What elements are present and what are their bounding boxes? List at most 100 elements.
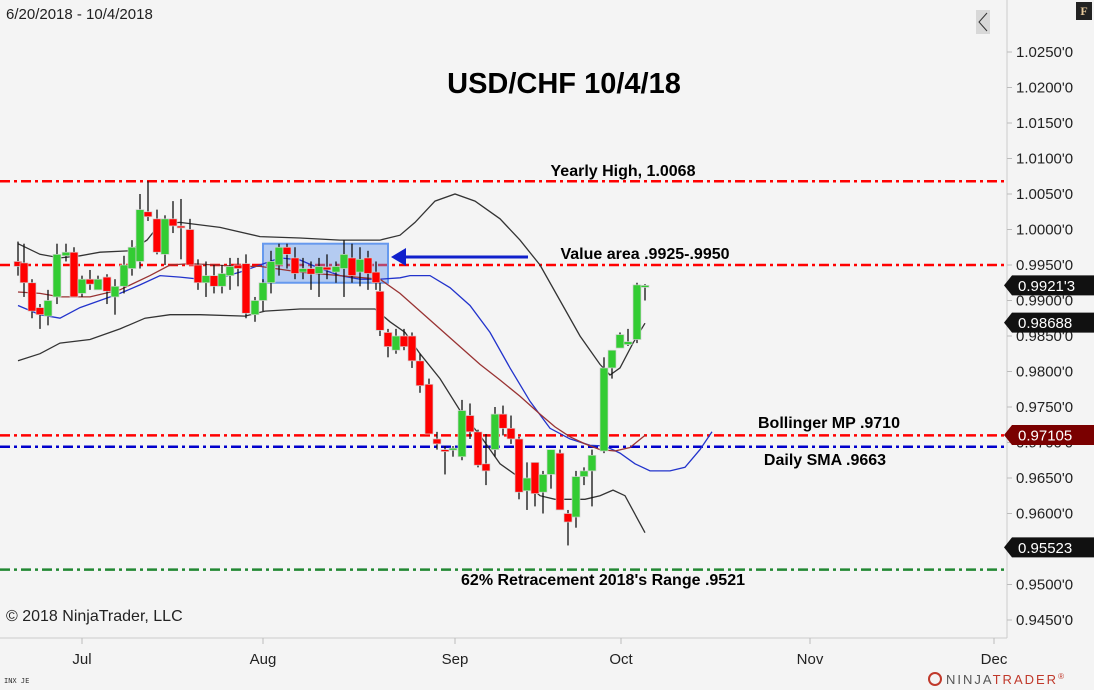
candlestick[interactable] <box>383 328 393 358</box>
svg-text:0.97105: 0.97105 <box>1018 428 1072 445</box>
candlestick[interactable] <box>490 407 500 457</box>
y-tick-label: 1.0100'0 <box>1016 151 1073 168</box>
candlestick[interactable] <box>363 250 373 290</box>
price-marker: 0.95523 <box>1004 537 1094 558</box>
candlestick[interactable] <box>465 403 475 439</box>
arrow-head-icon <box>391 248 406 266</box>
x-tick-label: Sep <box>442 651 469 668</box>
candlestick[interactable] <box>375 282 385 336</box>
ninjatrader-logo-icon <box>928 672 942 686</box>
y-tick-label: 0.9800'0 <box>1016 364 1073 381</box>
candlestick[interactable] <box>274 243 284 276</box>
y-tick-label: 1.0000'0 <box>1016 222 1073 239</box>
candlestick[interactable] <box>110 279 120 315</box>
candlestick[interactable] <box>571 470 581 528</box>
candlestick[interactable] <box>225 257 235 290</box>
indicator-line <box>17 262 646 452</box>
candlestick[interactable] <box>424 378 434 435</box>
candlestick[interactable] <box>514 436 524 500</box>
candlestick[interactable] <box>579 467 589 486</box>
y-tick-label: 1.0250'0 <box>1016 44 1073 61</box>
candlestick[interactable] <box>93 275 103 291</box>
price-marker: 0.9921'3 <box>1004 275 1094 296</box>
candlestick[interactable] <box>473 429 483 468</box>
x-tick-label: Oct <box>609 651 633 668</box>
candlestick[interactable] <box>201 261 211 297</box>
candlestick[interactable] <box>530 462 540 507</box>
candlestick[interactable] <box>61 243 71 262</box>
chart-title: USD/CHF 10/4/18 <box>447 68 681 100</box>
candlestick[interactable] <box>615 332 625 349</box>
candlestick[interactable] <box>322 254 332 280</box>
candlestick[interactable] <box>415 353 425 393</box>
candlestick[interactable] <box>19 243 29 297</box>
candlestick[interactable] <box>498 405 508 436</box>
candlestick[interactable] <box>538 470 548 514</box>
value-area-label: Value area .9925-.9950 <box>560 246 729 263</box>
candlestick[interactable] <box>391 328 401 354</box>
candlestick[interactable] <box>127 240 137 276</box>
candlestick[interactable] <box>399 328 409 351</box>
y-tick-label: 0.9650'0 <box>1016 470 1073 487</box>
y-tick-label: 0.9450'0 <box>1016 612 1073 629</box>
f-button[interactable]: F <box>1076 2 1092 20</box>
x-tick-label: Aug <box>250 651 277 668</box>
candlestick[interactable] <box>266 250 276 294</box>
candlestick[interactable] <box>152 209 162 255</box>
candlestick[interactable] <box>52 243 62 305</box>
candlestick[interactable] <box>623 328 633 346</box>
candlestick[interactable] <box>432 431 442 450</box>
candlestick[interactable] <box>250 296 260 322</box>
candlestick[interactable] <box>176 198 186 260</box>
candlestick[interactable] <box>407 332 417 368</box>
candlestick[interactable] <box>102 274 112 305</box>
candlestick[interactable] <box>448 446 458 457</box>
candlestick[interactable] <box>77 275 87 297</box>
chevron-left-icon <box>978 12 988 32</box>
candlestick[interactable] <box>522 462 532 510</box>
y-tick-label: 0.9500'0 <box>1016 577 1073 594</box>
collapse-panel-button[interactable] <box>976 10 990 34</box>
svg-text:0.98688: 0.98688 <box>1018 315 1072 332</box>
candlestick[interactable] <box>506 415 516 444</box>
instrument-tag: INX JE <box>4 677 30 685</box>
candlestick[interactable] <box>371 261 381 290</box>
yearly-high-label: Yearly High, 1.0068 <box>551 163 696 180</box>
y-tick-label: 1.0150'0 <box>1016 115 1073 132</box>
candlestick[interactable] <box>69 247 79 298</box>
candlestick[interactable] <box>331 261 341 283</box>
candlestick[interactable] <box>119 255 129 294</box>
candlestick[interactable] <box>143 181 153 221</box>
candlestick[interactable] <box>35 304 45 329</box>
candlestick[interactable] <box>209 265 219 294</box>
candlestick[interactable] <box>160 215 170 265</box>
candlestick[interactable] <box>555 449 565 511</box>
candlestick[interactable] <box>168 201 178 234</box>
candlestick[interactable] <box>241 254 251 319</box>
candlestick[interactable] <box>282 243 292 269</box>
candlestick[interactable] <box>632 282 642 344</box>
candlestick[interactable] <box>563 509 573 546</box>
candlestick[interactable] <box>481 433 491 486</box>
candlestick[interactable] <box>27 279 37 319</box>
candlestick[interactable] <box>217 265 227 294</box>
y-tick-label: 0.9600'0 <box>1016 506 1073 523</box>
candlestick[interactable] <box>185 218 195 266</box>
date-range-label: 6/20/2018 - 10/4/2018 <box>6 6 153 23</box>
candlestick[interactable] <box>193 259 203 290</box>
candlestick[interactable] <box>640 284 650 301</box>
ninjatrader-logo: NINJATRADER® <box>928 672 1066 687</box>
candlestick[interactable] <box>440 446 450 475</box>
candlestick[interactable] <box>599 357 609 454</box>
x-tick-label: Dec <box>981 651 1008 668</box>
candlestick[interactable] <box>546 449 556 489</box>
candlestick[interactable] <box>290 247 300 280</box>
candlestick[interactable] <box>85 269 95 290</box>
candlestick[interactable] <box>607 349 617 379</box>
candlestick[interactable] <box>43 289 53 326</box>
candlestick[interactable] <box>587 449 597 507</box>
candlestick[interactable] <box>258 279 268 312</box>
candlestick[interactable] <box>457 399 467 461</box>
candlestick[interactable] <box>135 194 145 269</box>
